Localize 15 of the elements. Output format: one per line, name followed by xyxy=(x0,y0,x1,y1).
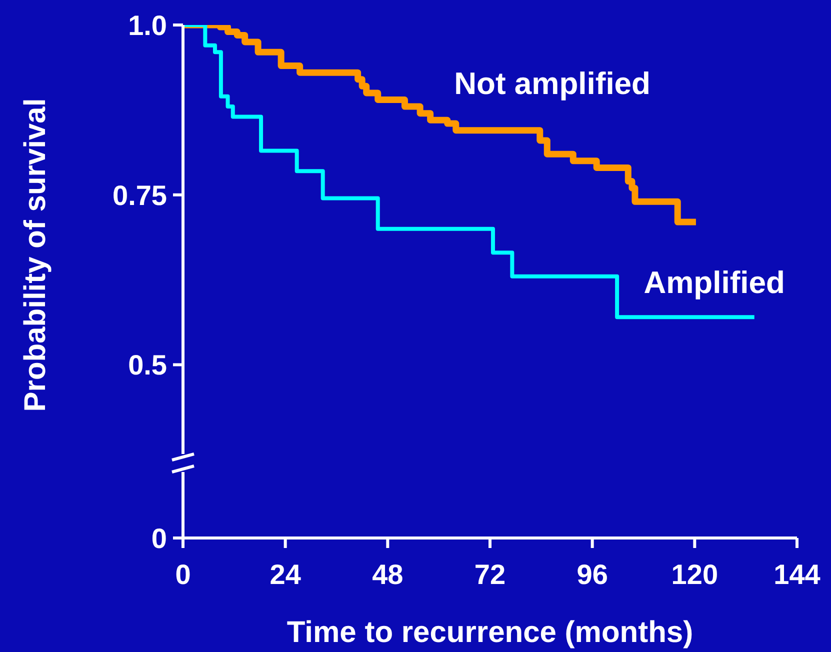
x-tick-label: 120 xyxy=(671,558,718,590)
x-tick-label: 72 xyxy=(474,558,506,590)
y-tick-label: 1.0 xyxy=(128,10,167,41)
x-tick-label: 24 xyxy=(270,558,302,590)
x-tick-label: 96 xyxy=(576,558,608,590)
y-axis-title: Probability of survival xyxy=(19,98,53,412)
y-tick-label: 0 xyxy=(151,522,167,554)
x-tick-label: 0 xyxy=(175,558,191,590)
series-label: Amplified xyxy=(644,265,785,300)
x-tick-label: 48 xyxy=(372,558,404,590)
y-tick-label: 0.5 xyxy=(128,350,167,381)
y-tick-label: 0.75 xyxy=(112,180,167,211)
series-label: Not amplified xyxy=(454,66,650,102)
x-tick-label: 144 xyxy=(774,558,821,590)
x-axis-title: Time to recurrence (months) xyxy=(286,616,694,649)
